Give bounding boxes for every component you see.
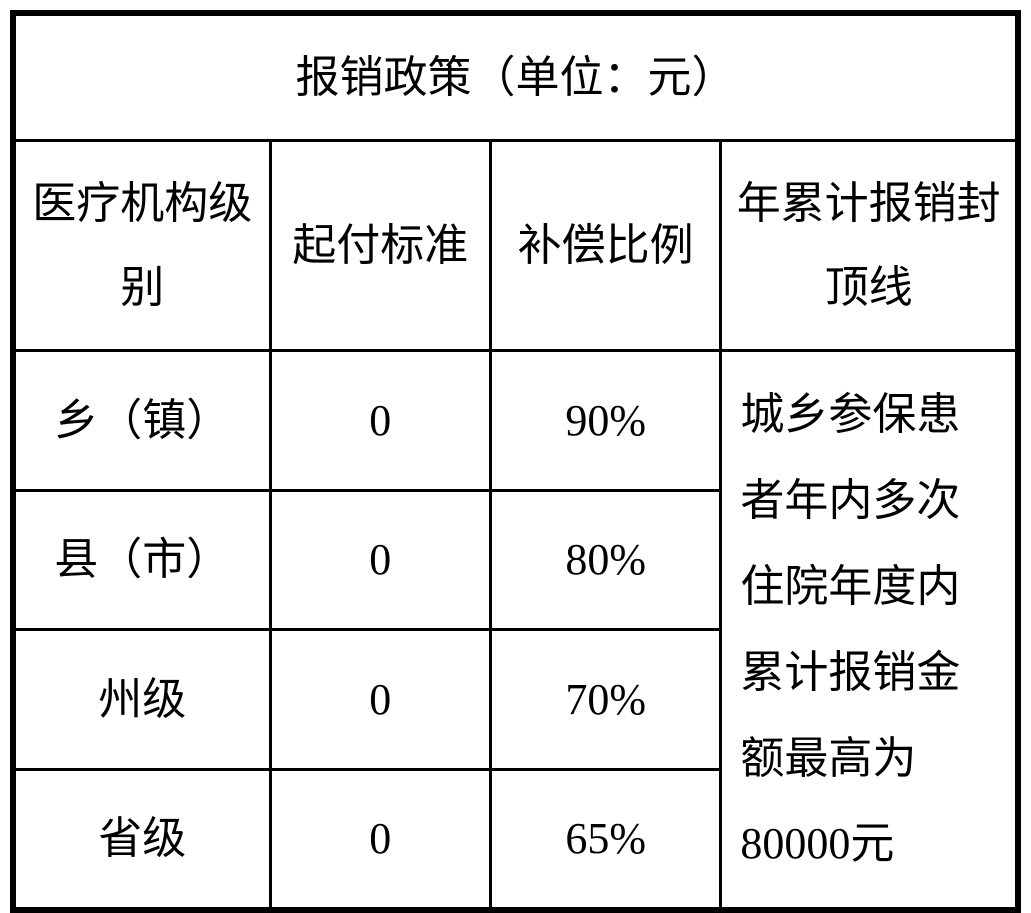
header-row: 医疗机构级别 起付标准 补偿比例 年累计报销封顶线 [15,141,1017,351]
title-row: 报销政策（单位：元） [15,15,1017,141]
cell-ratio: 80% [490,490,720,629]
header-compensation-ratio: 补偿比例 [490,141,720,351]
reimbursement-policy-table: 报销政策（单位：元） 医疗机构级别 起付标准 补偿比例 年累计报销封顶线 乡（镇… [10,10,1021,913]
cell-deductible: 0 [270,769,490,908]
policy-table: 报销政策（单位：元） 医疗机构级别 起付标准 补偿比例 年累计报销封顶线 乡（镇… [13,13,1018,910]
cell-ratio: 90% [490,351,720,490]
cell-ratio: 65% [490,769,720,908]
cell-deductible: 0 [270,490,490,629]
header-deductible: 起付标准 [270,141,490,351]
cell-deductible: 0 [270,351,490,490]
cell-level: 乡（镇） [15,351,271,490]
header-annual-cap: 年累计报销封顶线 [721,141,1017,351]
table-title: 报销政策（单位：元） [15,15,1017,141]
cell-level: 省级 [15,769,271,908]
cell-annual-cap-text: 城乡参保患者年内多次住院年度内累计报销金额最高为80000元 [721,351,1017,909]
header-institution-level: 医疗机构级别 [15,141,271,351]
cell-level: 州级 [15,630,271,769]
table-row: 乡（镇） 0 90% 城乡参保患者年内多次住院年度内累计报销金额最高为80000… [15,351,1017,490]
cell-level: 县（市） [15,490,271,629]
cell-deductible: 0 [270,630,490,769]
cell-ratio: 70% [490,630,720,769]
